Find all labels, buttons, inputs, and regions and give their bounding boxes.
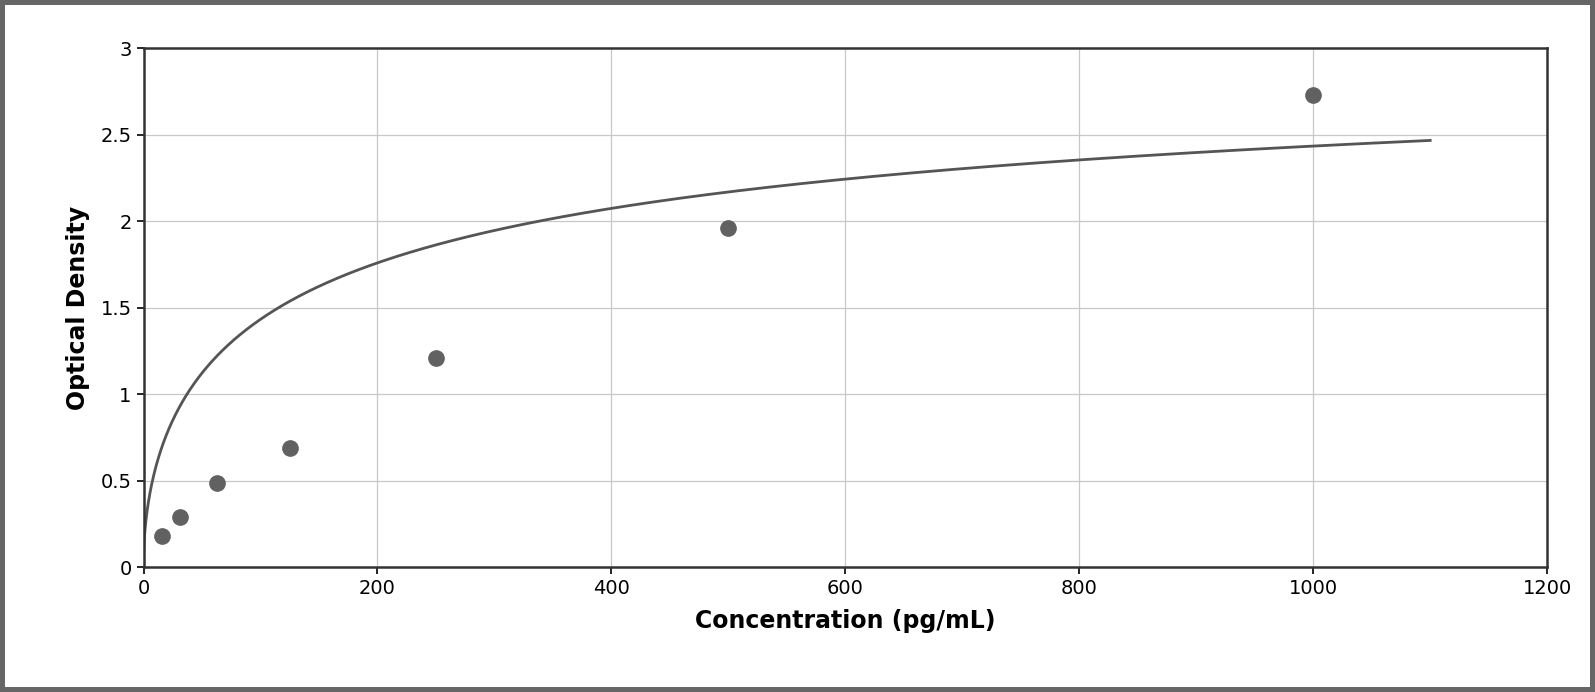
Point (423, 353, 448, 364)
Point (148, 531, 174, 542)
X-axis label: Concentration (pg/mL): Concentration (pg/mL) (695, 610, 995, 633)
Point (278, 443, 303, 454)
Point (716, 223, 742, 234)
Y-axis label: Optical Density: Optical Density (65, 206, 89, 410)
Point (1300, 89, 1325, 100)
Point (204, 477, 230, 489)
Point (167, 512, 193, 523)
